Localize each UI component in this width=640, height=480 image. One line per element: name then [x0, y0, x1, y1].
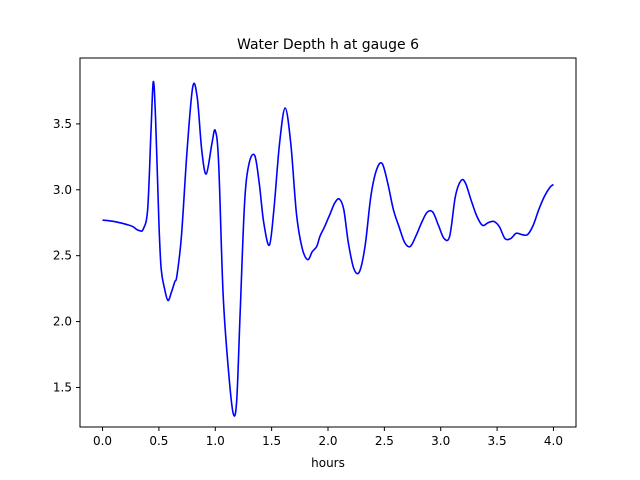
x-tick-label: 1.0	[206, 434, 225, 448]
y-tick-label: 3.0	[53, 183, 72, 197]
y-tick-label: 1.5	[53, 380, 72, 394]
series-layer	[102, 80, 554, 417]
chart-title: Water Depth h at gauge 6	[237, 37, 419, 53]
plot-area: 0.0 0.5 1.0 1.5 2.0 2.5 3.0 3.5 4.0 1.5 2.0 2.5 3.0…	[53, 57, 577, 448]
x-tick-label: 3.5	[488, 434, 507, 448]
series-line-0	[102, 80, 554, 417]
x-tick-label: 0.5	[149, 434, 168, 448]
x-axis: 0.0 0.5 1.0 1.5 2.0 2.5 3.0 3.5 4.0	[93, 427, 563, 448]
x-tick-label: 0.0	[93, 434, 112, 448]
y-tick-label: 2.5	[53, 249, 72, 263]
axes-frame	[79, 57, 577, 428]
x-tick-label: 1.5	[262, 434, 281, 448]
y-tick-label: 3.5	[53, 117, 72, 131]
x-tick-label: 2.5	[375, 434, 394, 448]
y-axis: 1.5 2.0 2.5 3.0 3.5	[53, 117, 80, 394]
y-tick-label: 2.0	[53, 315, 72, 329]
x-tick-label: 3.0	[431, 434, 450, 448]
x-tick-label: 2.0	[318, 434, 337, 448]
x-axis-label: hours	[311, 456, 345, 470]
x-tick-label: 4.0	[544, 434, 563, 448]
